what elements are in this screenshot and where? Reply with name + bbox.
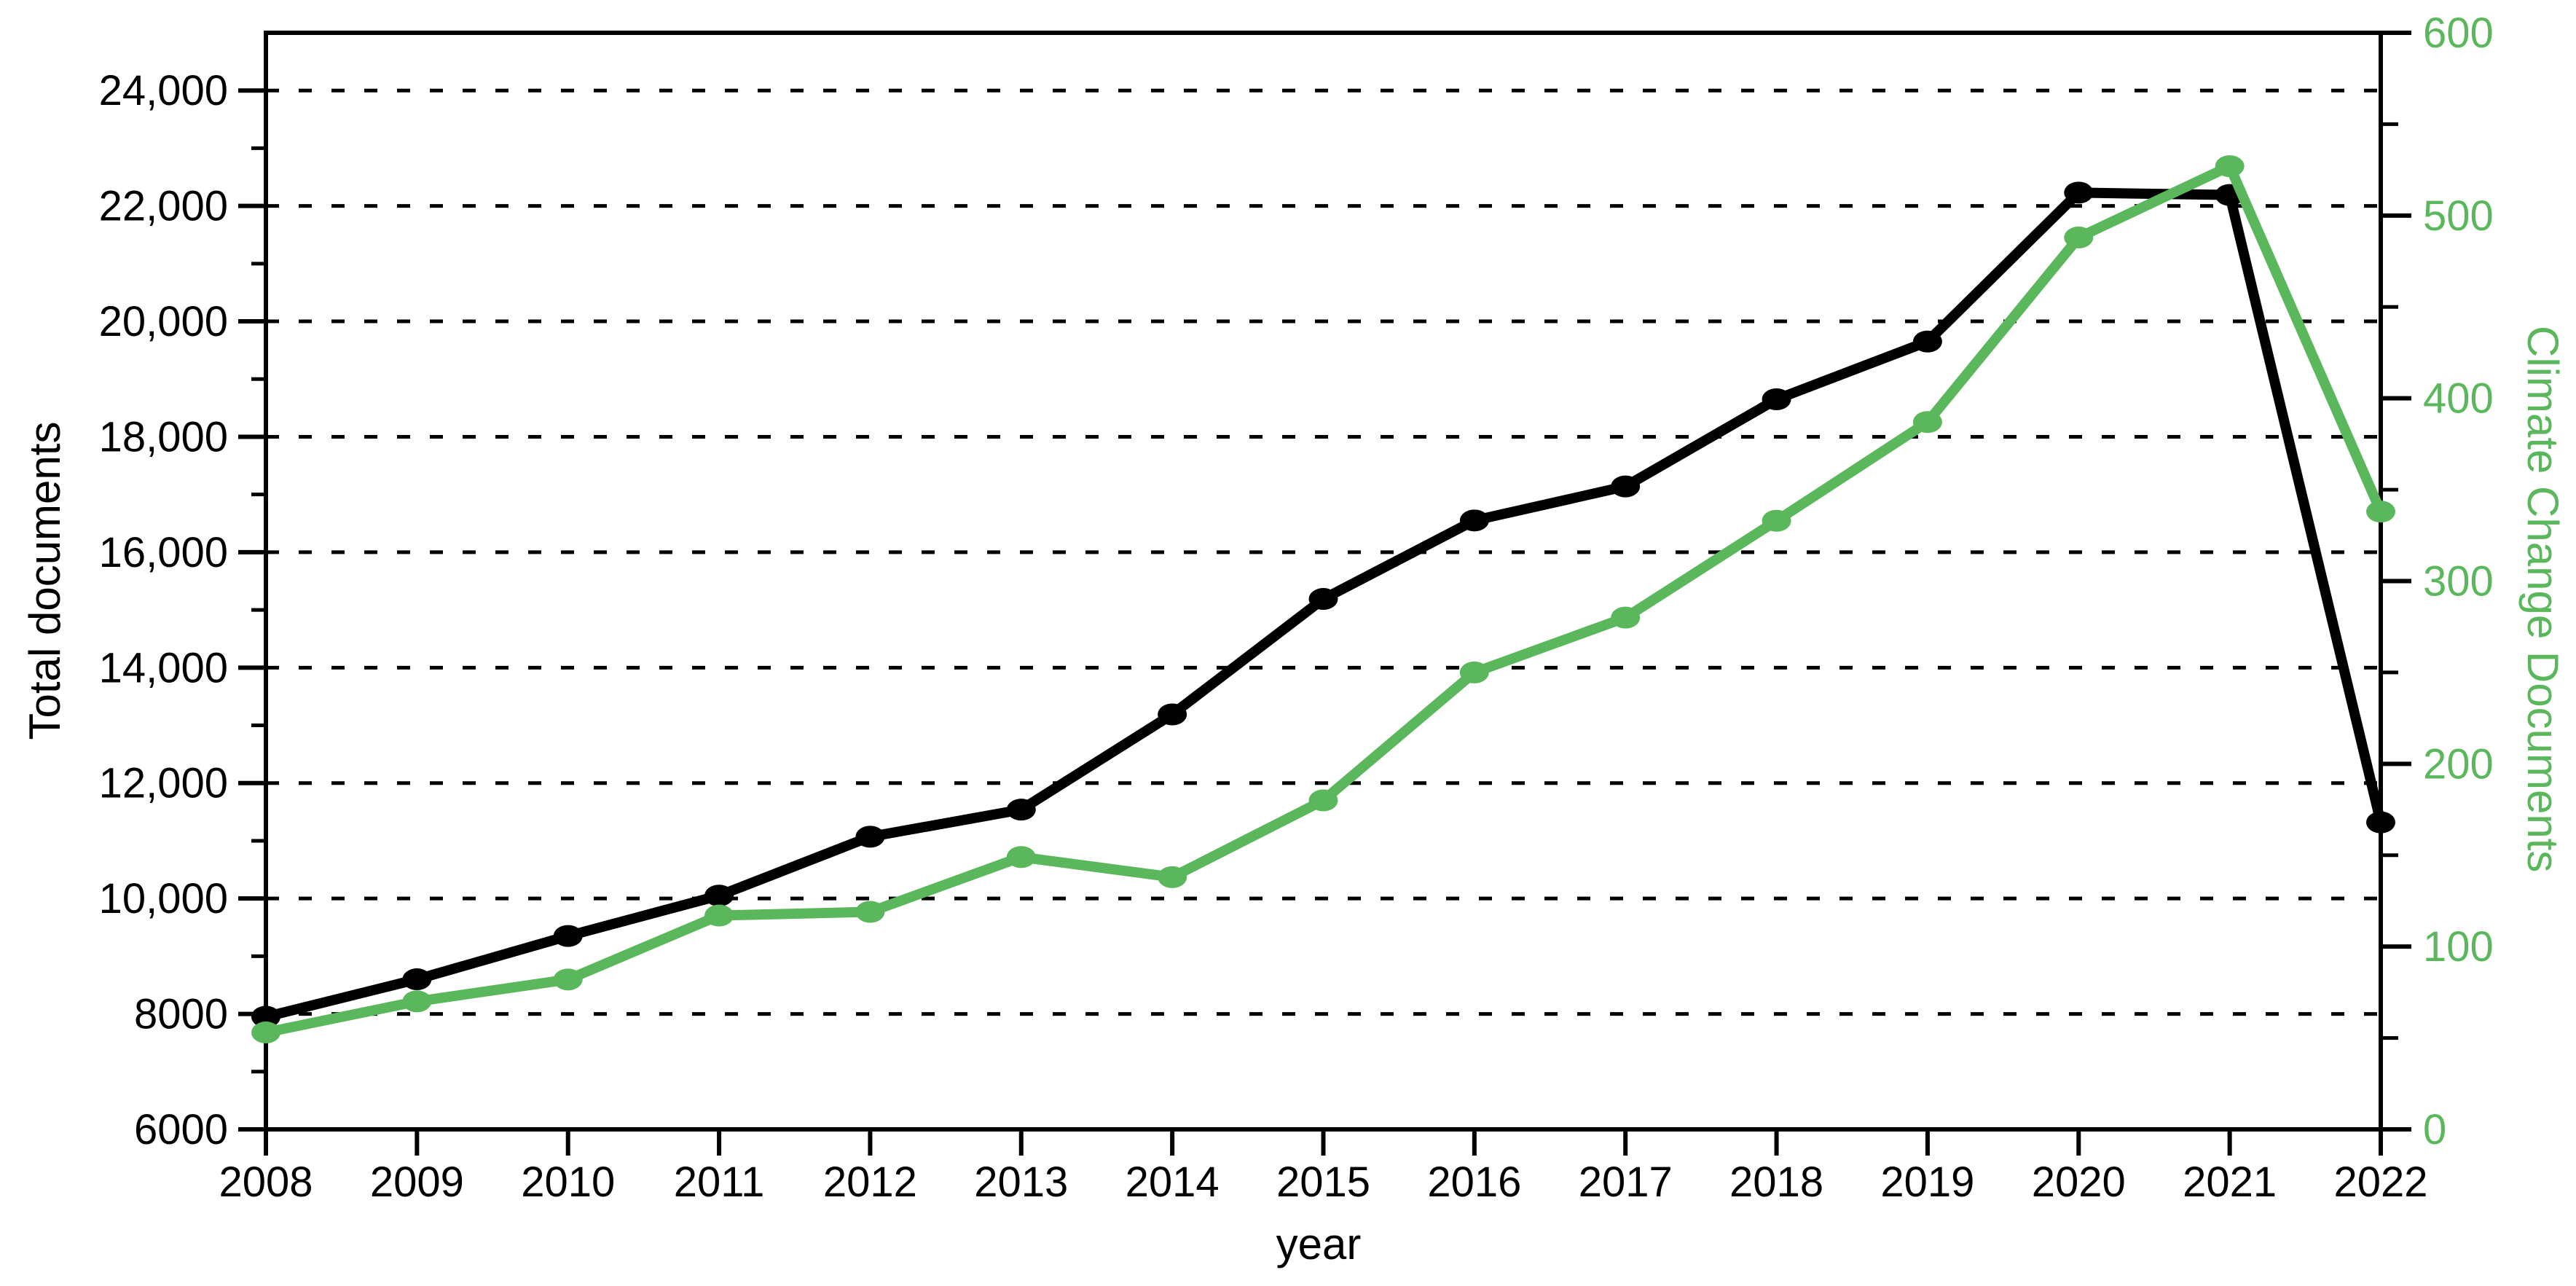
climate-change-documents-marker-2011 bbox=[704, 904, 734, 927]
total-documents-marker-2022 bbox=[2366, 811, 2395, 834]
x-axis-tick-label: 2020 bbox=[2032, 1158, 2126, 1206]
left-axis-tick-label: 16,000 bbox=[99, 529, 228, 576]
right-axis-tick-label: 0 bbox=[2423, 1106, 2446, 1153]
total-documents-marker-2020 bbox=[2064, 181, 2094, 204]
right-axis-tick-label: 100 bbox=[2423, 923, 2494, 971]
right-axis-title: Climate Change Documents bbox=[2518, 326, 2567, 873]
climate-change-documents-marker-2012 bbox=[855, 901, 885, 923]
x-axis-tick-label: 2008 bbox=[219, 1158, 313, 1206]
left-axis-tick-label: 20,000 bbox=[99, 298, 228, 345]
x-axis-tick-label: 2014 bbox=[1126, 1158, 1220, 1206]
x-axis-tick-label: 2018 bbox=[1729, 1158, 1823, 1206]
climate-change-documents-marker-2015 bbox=[1308, 789, 1338, 812]
right-axis-tick-label: 200 bbox=[2423, 740, 2494, 788]
climate-change-documents-marker-2022 bbox=[2366, 501, 2395, 523]
right-axis-tick-label: 600 bbox=[2423, 9, 2494, 57]
right-axis-tick-label: 400 bbox=[2423, 375, 2494, 423]
total-documents-marker-2019 bbox=[1912, 330, 1942, 353]
climate-change-documents-marker-2013 bbox=[1006, 846, 1036, 869]
x-axis-tick-label: 2010 bbox=[521, 1158, 615, 1206]
x-axis-title: year bbox=[1276, 1220, 1362, 1269]
left-axis-tick-label: 10,000 bbox=[99, 875, 228, 922]
total-documents-marker-2011 bbox=[704, 885, 734, 907]
x-axis-tick-label: 2009 bbox=[370, 1158, 464, 1206]
x-axis-tick-label: 2017 bbox=[1579, 1158, 1673, 1206]
total-documents-marker-2012 bbox=[855, 826, 885, 848]
left-axis-tick-label: 14,000 bbox=[99, 644, 228, 691]
climate-change-documents-marker-2009 bbox=[402, 990, 432, 1013]
plot-frame bbox=[264, 31, 2383, 1132]
left-axis-tick-label: 8000 bbox=[134, 991, 228, 1038]
x-axis-tick-label: 2022 bbox=[2333, 1158, 2427, 1206]
left-axis-tick-label: 6000 bbox=[134, 1106, 228, 1153]
climate-change-documents-marker-2019 bbox=[1912, 411, 1942, 434]
climate-change-documents-marker-2014 bbox=[1158, 866, 1187, 888]
x-axis-tick-label: 2012 bbox=[823, 1158, 917, 1206]
climate-change-documents-marker-2017 bbox=[1611, 606, 1641, 629]
left-axis-tick-label: 18,000 bbox=[99, 413, 228, 460]
total-documents-marker-2017 bbox=[1611, 475, 1641, 498]
climate-change-documents-marker-2008 bbox=[251, 1022, 280, 1044]
climate-change-documents-marker-2020 bbox=[2064, 226, 2094, 248]
climate-change-documents-marker-2021 bbox=[2215, 155, 2245, 178]
left-axis-title: Total documents bbox=[20, 421, 69, 740]
total-documents-marker-2018 bbox=[1762, 388, 1791, 410]
left-axis-tick-label: 22,000 bbox=[99, 183, 228, 230]
total-documents-marker-2010 bbox=[553, 925, 583, 947]
x-axis-tick-label: 2019 bbox=[1880, 1158, 1974, 1206]
x-axis-tick-label: 2021 bbox=[2183, 1158, 2277, 1206]
right-axis-tick-label: 500 bbox=[2423, 192, 2494, 240]
right-axis-tick-label: 300 bbox=[2423, 558, 2494, 605]
total-documents-marker-2014 bbox=[1158, 703, 1187, 726]
x-axis-tick-label: 2016 bbox=[1427, 1158, 1521, 1206]
x-axis-tick-label: 2015 bbox=[1276, 1158, 1370, 1206]
total-documents-marker-2009 bbox=[402, 968, 432, 991]
climate-change-documents-marker-2016 bbox=[1459, 661, 1489, 683]
x-axis-tick-label: 2011 bbox=[674, 1158, 765, 1206]
total-documents-marker-2013 bbox=[1006, 799, 1036, 821]
climate-change-documents-marker-2010 bbox=[553, 968, 583, 991]
climate-change-documents-marker-2018 bbox=[1762, 509, 1791, 532]
left-axis-tick-label: 24,000 bbox=[99, 67, 228, 114]
total-documents-marker-2016 bbox=[1459, 509, 1489, 532]
total-documents-marker-2008 bbox=[251, 1005, 280, 1028]
x-axis-tick-label: 2013 bbox=[974, 1158, 1068, 1206]
total-documents-marker-2015 bbox=[1308, 588, 1338, 611]
left-axis-tick-label: 12,000 bbox=[99, 760, 228, 807]
